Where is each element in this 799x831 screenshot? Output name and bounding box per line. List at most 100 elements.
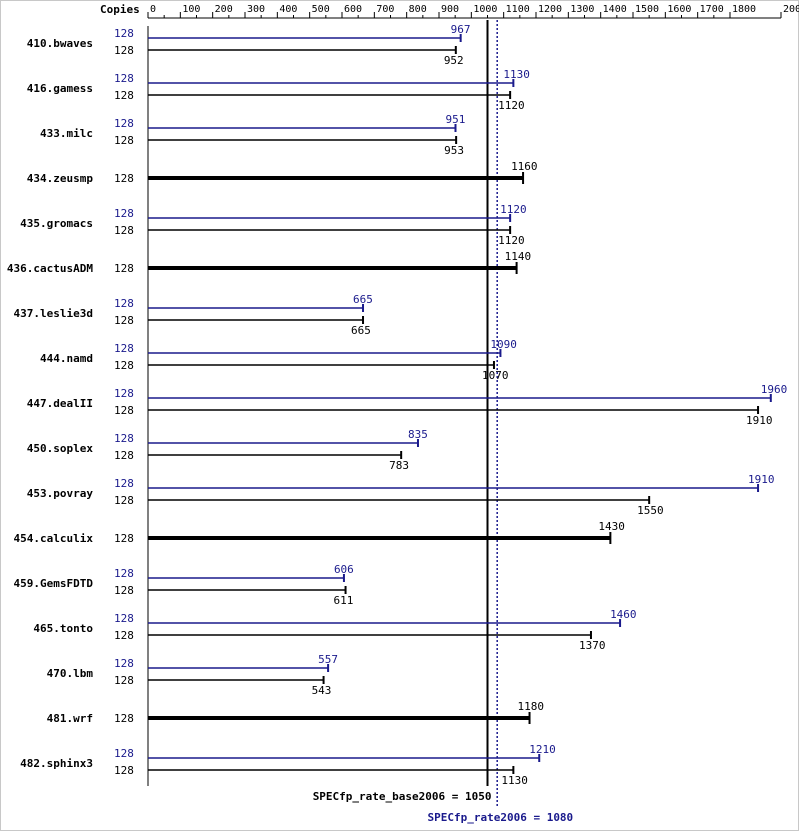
x-tick-label: 1300 — [570, 4, 594, 15]
peak-copies: 128 — [114, 657, 134, 670]
benchmark-name: 453.povray — [27, 487, 94, 500]
base-copies: 128 — [114, 172, 134, 185]
base-copies: 128 — [114, 584, 134, 597]
base-value-label: 1180 — [518, 700, 545, 713]
benchmark-name: 465.tonto — [33, 622, 93, 635]
benchmark-row: 436.cactusADM 128 1140 — [7, 250, 531, 275]
x-tick-label: 1800 — [732, 4, 756, 15]
base-value-label: 1910 — [746, 414, 773, 427]
benchmark-row: 444.namd 128 128 1090 1070 — [40, 338, 517, 382]
x-tick-label: 1000 — [473, 4, 497, 15]
base-copies: 128 — [114, 314, 134, 327]
peak-copies: 128 — [114, 342, 134, 355]
x-tick-label: 500 — [312, 4, 330, 15]
benchmark-row: 454.calculix 128 1430 — [14, 520, 625, 545]
benchmark-row: 435.gromacs 128 128 1120 1120 — [20, 203, 526, 247]
base-reference-label: SPECfp_rate_base2006 = 1050 — [313, 790, 492, 803]
benchmark-name: 437.leslie3d — [14, 307, 93, 320]
benchmark-name: 433.milc — [40, 127, 93, 140]
benchmark-row: 433.milc 128 128 951 953 — [40, 113, 465, 157]
base-copies: 128 — [114, 44, 134, 57]
peak-value-label: 835 — [408, 428, 428, 441]
base-value-label: 783 — [389, 459, 409, 472]
benchmark-name: 450.soplex — [27, 442, 94, 455]
x-tick-label: 1100 — [506, 4, 530, 15]
base-copies: 128 — [114, 532, 134, 545]
benchmark-row: 470.lbm 128 128 557 543 — [47, 653, 338, 697]
benchmark-row: 453.povray 128 128 1910 1550 — [27, 473, 775, 517]
peak-copies: 128 — [114, 387, 134, 400]
base-value-label: 665 — [351, 324, 371, 337]
base-value-label: 1070 — [482, 369, 509, 382]
benchmark-row: 447.dealII 128 128 1960 1910 — [27, 383, 788, 427]
x-tick-label: 800 — [409, 4, 427, 15]
base-value-label: 1160 — [511, 160, 537, 173]
x-tick-label: 300 — [247, 4, 265, 15]
benchmark-name: 482.sphinx3 — [20, 757, 93, 770]
peak-value-label: 606 — [334, 563, 354, 576]
benchmark-row: 410.bwaves 128 128 967 952 — [27, 23, 471, 67]
x-tick-label: 0 — [150, 4, 156, 15]
base-value-label: 1140 — [505, 250, 531, 263]
peak-copies: 128 — [114, 432, 134, 445]
x-tick-label: 900 — [441, 4, 459, 15]
x-tick-label: 1200 — [538, 4, 562, 15]
benchmark-row: 450.soplex 128 128 835 783 — [27, 428, 428, 472]
benchmark-name: 459.GemsFDTD — [14, 577, 94, 590]
x-tick-label: 2000 — [783, 4, 799, 15]
benchmark-name: 435.gromacs — [20, 217, 93, 230]
peak-value-label: 1460 — [610, 608, 637, 621]
peak-copies: 128 — [114, 117, 134, 130]
benchmark-row: 416.gamess 128 128 1130 1120 — [27, 68, 530, 112]
base-value-label: 611 — [334, 594, 354, 607]
peak-value-label: 1210 — [529, 743, 556, 756]
benchmark-name: 481.wrf — [47, 712, 93, 725]
base-value-label: 1430 — [598, 520, 625, 533]
benchmark-row: 482.sphinx3 128 128 1210 1130 — [20, 743, 556, 787]
benchmark-row: 434.zeusmp 128 1160 — [27, 160, 538, 185]
peak-value-label: 1090 — [490, 338, 517, 351]
base-value-label: 1120 — [498, 99, 524, 112]
peak-value-label: 1130 — [503, 68, 530, 81]
benchmark-name: 470.lbm — [47, 667, 94, 680]
peak-copies: 128 — [114, 297, 134, 310]
benchmark-name: 434.zeusmp — [27, 172, 94, 185]
base-copies: 128 — [114, 712, 134, 725]
peak-copies: 128 — [114, 207, 134, 220]
base-copies: 128 — [114, 629, 134, 642]
base-copies: 128 — [114, 449, 134, 462]
base-copies: 128 — [114, 359, 134, 372]
base-value-label: 1370 — [579, 639, 606, 652]
base-copies: 128 — [114, 494, 134, 507]
benchmark-row: 465.tonto 128 128 1460 1370 — [33, 608, 636, 652]
benchmark-name: 416.gamess — [27, 82, 93, 95]
x-tick-label: 100 — [182, 4, 200, 15]
x-tick-label: 1700 — [700, 4, 724, 15]
peak-value-label: 557 — [318, 653, 338, 666]
base-copies: 128 — [114, 262, 134, 275]
benchmark-name: 436.cactusADM — [7, 262, 93, 275]
base-value-label: 1120 — [498, 234, 524, 247]
benchmark-row: 481.wrf 128 1180 — [47, 700, 544, 725]
peak-copies: 128 — [114, 72, 134, 85]
base-value-label: 1130 — [501, 774, 528, 787]
peak-copies: 128 — [114, 567, 134, 580]
x-tick-label: 700 — [376, 4, 394, 15]
base-copies: 128 — [114, 224, 134, 237]
base-copies: 128 — [114, 134, 134, 147]
x-tick-label: 600 — [344, 4, 362, 15]
x-tick-label: 400 — [279, 4, 297, 15]
benchmark-name: 444.namd — [40, 352, 93, 365]
reference-lines — [486, 20, 498, 808]
peak-copies: 128 — [114, 747, 134, 760]
peak-value-label: 1120 — [500, 203, 526, 216]
x-tick-label: 1500 — [635, 4, 659, 15]
peak-copies: 128 — [114, 477, 134, 490]
peak-value-label: 967 — [451, 23, 471, 36]
benchmark-row: 437.leslie3d 128 128 665 665 — [14, 293, 373, 337]
base-value-label: 953 — [444, 144, 464, 157]
copies-header: Copies — [100, 3, 140, 16]
